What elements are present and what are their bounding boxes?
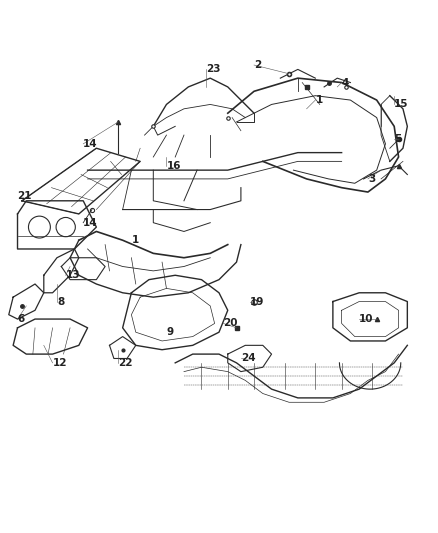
- Text: 14: 14: [83, 217, 98, 228]
- Text: 8: 8: [57, 296, 64, 306]
- Text: 21: 21: [18, 191, 32, 201]
- Text: 23: 23: [206, 64, 220, 75]
- Text: 2: 2: [254, 60, 261, 70]
- Text: 22: 22: [118, 358, 133, 368]
- Text: 1: 1: [131, 235, 139, 245]
- Text: 3: 3: [368, 174, 375, 184]
- Text: 15: 15: [394, 100, 409, 109]
- Text: 16: 16: [166, 161, 181, 171]
- Text: 5: 5: [394, 134, 402, 144]
- Text: 24: 24: [241, 353, 255, 364]
- Text: 19: 19: [250, 296, 264, 306]
- Text: 9: 9: [166, 327, 173, 337]
- Text: 12: 12: [53, 358, 67, 368]
- Text: 13: 13: [66, 270, 80, 280]
- Text: 1: 1: [315, 95, 323, 105]
- Text: 6: 6: [18, 314, 25, 324]
- Text: 4: 4: [342, 77, 349, 87]
- Text: 10: 10: [359, 314, 374, 324]
- Text: 20: 20: [223, 318, 238, 328]
- Text: 14: 14: [83, 139, 98, 149]
